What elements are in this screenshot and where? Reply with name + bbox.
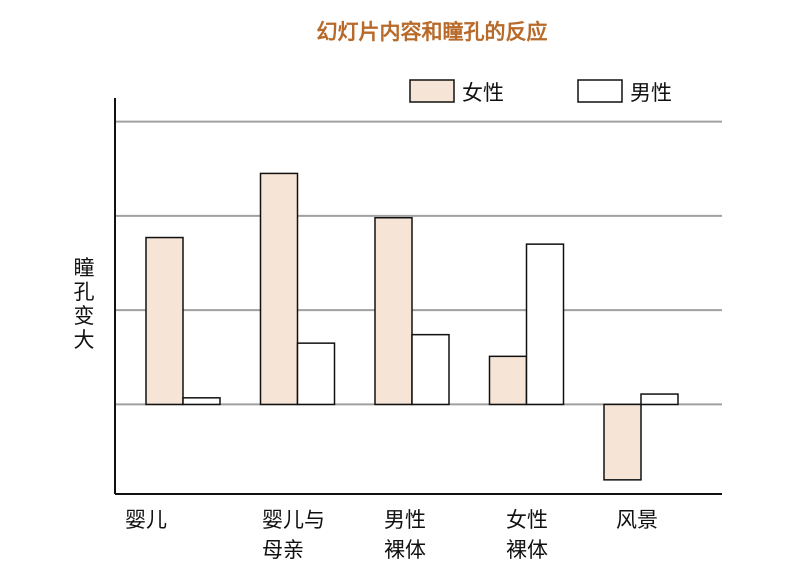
y-axis-label-char: 变	[74, 304, 95, 328]
legend: 女性 男性	[409, 79, 672, 105]
bar-female	[374, 216, 413, 406]
bar-male	[640, 393, 679, 406]
x-tick-label: 母亲	[262, 538, 304, 562]
x-tick-label: 裸体	[506, 538, 548, 562]
x-tick-label: 男性	[384, 508, 426, 532]
y-axis-label-char: 大	[74, 328, 95, 352]
x-tick-label: 女性	[506, 508, 548, 532]
bar-female	[488, 355, 528, 406]
bar-female	[145, 236, 184, 406]
chart-title: 幻灯片内容和瞳孔的反应	[317, 20, 548, 44]
bar-male	[525, 243, 565, 406]
legend-swatch-female	[409, 79, 455, 103]
legend-swatch-male	[577, 79, 623, 103]
x-tick-label: 婴儿与	[262, 508, 325, 532]
bar-male	[411, 333, 450, 406]
x-tick-label: 婴儿	[125, 508, 167, 532]
bar-male	[182, 397, 221, 406]
x-tick-label: 风景	[616, 508, 658, 532]
bar-female	[603, 403, 642, 481]
x-tick-label: 裸体	[384, 538, 426, 562]
bar-male	[296, 342, 336, 406]
bars	[145, 172, 679, 481]
legend-label-male: 男性	[630, 81, 672, 105]
bar-female	[259, 172, 299, 406]
y-axis-label-char: 孔	[74, 280, 95, 304]
y-axis-label-char: 瞳	[74, 256, 95, 280]
legend-label-female: 女性	[462, 81, 504, 105]
